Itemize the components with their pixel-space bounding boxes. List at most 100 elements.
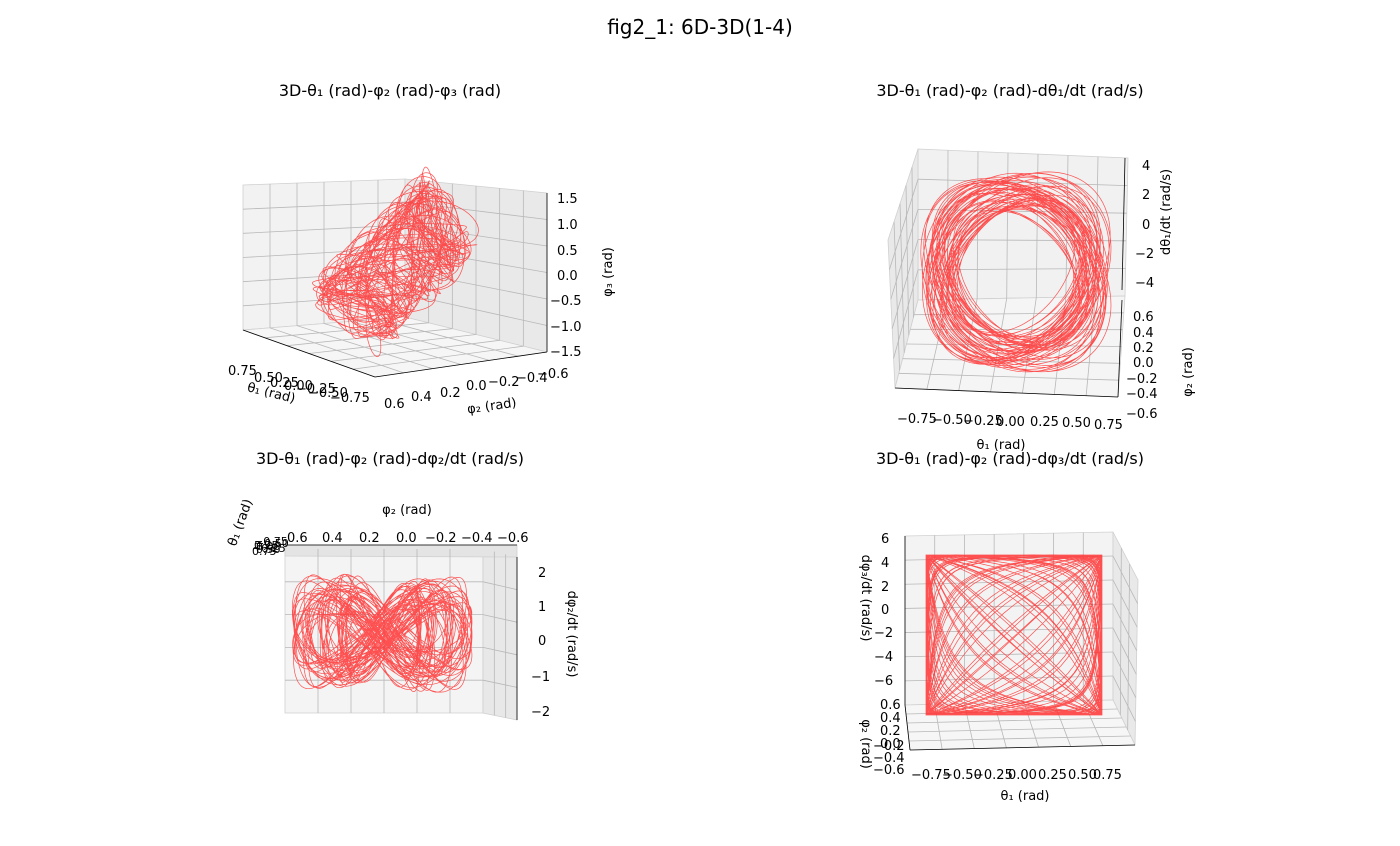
subplot-1-ylabel: φ₂ (rad) (466, 396, 517, 418)
grid-line (908, 735, 1131, 742)
subplot-3-axes-edges (285, 544, 518, 720)
z-tick-label: −1.0 (550, 320, 582, 335)
y-tick-label: −0.4 (461, 531, 493, 546)
grid-line (482, 679, 518, 688)
subplot-2-xlabel: θ₁ (rad) (976, 438, 1025, 453)
grid-line (917, 178, 1128, 186)
y-tick-label: 0.2 (1133, 341, 1154, 356)
trajectory-line (312, 166, 479, 357)
subplot-3-trajectory (291, 573, 473, 693)
x-tick-label: −0.25 (963, 414, 1003, 429)
z-tick-label: −2 (531, 705, 550, 720)
z-tick-label: 4 (881, 556, 889, 571)
subplot-3-z-ticks: 2 1 0 −1 −2 (531, 566, 550, 720)
grid-line (482, 614, 518, 623)
subplot-1-x-ticks: 0.75 0.50 0.25 0.00 −0.25 −0.50 −0.75 (228, 364, 370, 406)
z-tick-label: 4 (1142, 159, 1150, 174)
x-tick-label: 0.25 (270, 376, 299, 391)
z-tick-label: −1 (531, 670, 550, 685)
z-tick-label: −1.5 (550, 345, 582, 360)
z-tick-label: −4 (1135, 276, 1154, 291)
y-tick-label: −0.2 (425, 531, 457, 546)
y-tick-label: −0.4 (516, 371, 548, 386)
grid-line (893, 269, 919, 359)
x-tick-label: −0.75 (911, 768, 951, 783)
x-tick-label: −0.75 (330, 391, 370, 406)
grid-line (286, 328, 453, 347)
y-tick-label: 0.4 (1133, 326, 1154, 341)
x-tick-label: −0.25 (973, 768, 1013, 783)
grid-line (893, 221, 900, 371)
y-tick-label: 0.2 (440, 386, 461, 401)
subplot-2-x-ticks: −0.75 −0.50 −0.25 0.00 0.25 0.50 0.75 (897, 412, 1123, 433)
z-tick-label: 0 (538, 634, 546, 649)
grid-line (976, 151, 979, 299)
subplot-4: 3D-θ₁ (rad)-φ₂ (rad)-dφ₃/dt (rad/s) 6 4 … (858, 449, 1144, 804)
x-tick-label: −0.50 (308, 386, 348, 401)
x-tick-label: 0.00 (996, 415, 1025, 430)
subplot-2-z-ticks: 4 2 0 −2 −4 (1135, 159, 1154, 291)
z-tick-label: 2 (538, 566, 546, 581)
subplot-3-title: 3D-θ₁ (rad)-φ₂ (rad)-dφ₂/dt (rad/s) (256, 449, 524, 468)
y-tick-label: 0.0 (396, 531, 417, 546)
x-tick-label: 0.00 (1008, 768, 1037, 783)
subplot-4-title: 3D-θ₁ (rad)-φ₂ (rad)-dφ₃/dt (rad/s) (876, 449, 1144, 468)
grid-line (242, 293, 406, 307)
subplot-1-z-ticks: 1.5 1.0 0.5 0.0 −0.5 −1.0 −1.5 (550, 192, 582, 360)
grid-line (905, 185, 910, 336)
subplot-4-zlabel: dφ₃/dt (rad/s) (858, 555, 873, 642)
subplot-2: 3D-θ₁ (rad)-φ₂ (rad)-dθ₁/dt (rad/s) 4 2 … (876, 81, 1196, 453)
grid-line (904, 603, 1114, 609)
x-tick-label: 0.75 (1093, 768, 1122, 783)
subplot-3-side-pane (482, 548, 518, 721)
subplot-1-trajectory (312, 166, 479, 357)
subplot-4-axes-edges (904, 536, 1136, 751)
grid-line (898, 372, 1120, 381)
subplot-4-trajectory (925, 554, 1103, 716)
subplot-2-title: 3D-θ₁ (rad)-φ₂ (rad)-dθ₁/dt (rad/s) (876, 81, 1143, 100)
z-tick-label: 0.0 (557, 269, 578, 284)
grid-line (1112, 675, 1136, 722)
x-tick-label: −0.75 (254, 535, 288, 548)
z-tick-label: 1.5 (557, 192, 578, 207)
x-tick-label: −0.50 (255, 537, 289, 550)
y-tick-label: 0.4 (322, 531, 343, 546)
y-tick-label: 0.6 (287, 531, 308, 546)
x-tick-label: 0.75 (252, 545, 277, 558)
subplot-3: 3D-θ₁ (rad)-φ₂ (rad)-dφ₂/dt (rad/s) φ₂ (… (225, 449, 579, 721)
x-tick-label: 0.50 (256, 543, 281, 556)
grid-line (911, 167, 914, 318)
grid-line (1112, 651, 1137, 699)
y-tick-label: −0.6 (537, 367, 569, 382)
x-tick-label: 0.00 (284, 379, 313, 394)
y-tick-label: 0.0 (1133, 356, 1154, 371)
grid-line (308, 334, 477, 354)
x-tick-label: 0.50 (1062, 416, 1091, 431)
trajectory-line (925, 554, 1103, 716)
subplot-1-zlabel: φ₃ (rad) (601, 247, 616, 297)
y-tick-label: −0.2 (488, 375, 520, 390)
z-tick-label: 0.5 (557, 244, 578, 259)
z-tick-label: −6 (874, 674, 893, 689)
x-tick-label: −0.50 (932, 413, 972, 428)
subplot-3-xlabel: θ₁ (rad) (225, 497, 256, 548)
y-tick-label: −0.6 (497, 531, 529, 546)
subplot-4-xlabel: θ₁ (rad) (1000, 789, 1049, 804)
subplot-2-ylabel: φ₂ (rad) (1181, 347, 1196, 397)
grid-line (906, 717, 1122, 724)
x-tick-label: 0.25 (254, 539, 279, 552)
x-tick-label: 0.75 (228, 364, 257, 379)
y-tick-label: −0.6 (1126, 407, 1158, 422)
subplot-3-ylabel: φ₂ (rad) (382, 503, 432, 518)
subplot-3-top-pane (284, 544, 518, 558)
grid-line (993, 702, 1007, 748)
grid-line (482, 581, 518, 590)
grid-line (1112, 603, 1138, 651)
z-tick-label: 0 (881, 603, 889, 618)
grid-line (404, 270, 548, 300)
x-tick-label: 0.50 (1068, 768, 1097, 783)
subplot-2-y-ticks: 0.6 0.4 0.2 0.0 −0.2 −0.4 −0.6 (1126, 310, 1158, 422)
grid-line (899, 203, 905, 353)
x-tick-label: −0.25 (252, 542, 286, 555)
y-tick-label: 0.2 (359, 531, 380, 546)
